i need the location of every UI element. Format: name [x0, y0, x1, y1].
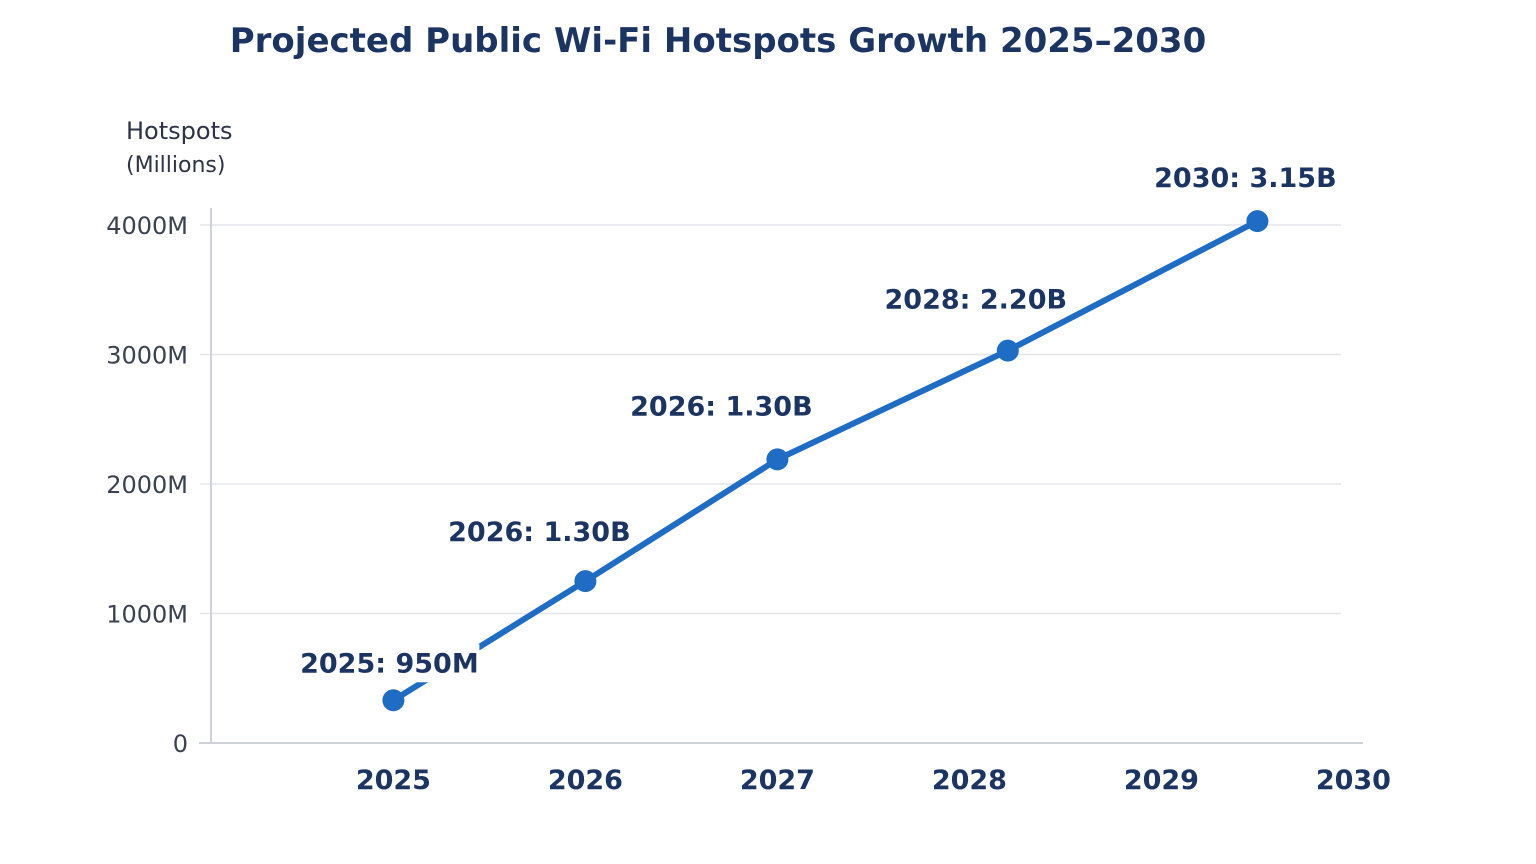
x-tick-label: 2028: [932, 765, 1007, 796]
data-label: 2026: 1.30B: [448, 517, 631, 548]
x-tick-label: 2029: [1124, 765, 1199, 796]
x-tick-label: 2030: [1316, 765, 1391, 796]
data-label: 2028: 2.20B: [885, 285, 1068, 316]
gridlines: [200, 224, 1341, 615]
data-label-background: [303, 644, 480, 683]
x-tick-label: 2027: [740, 765, 815, 796]
y-axis-title-line1: Hotspots: [126, 117, 232, 145]
series-line: [390, 218, 1261, 704]
y-tick-labels: 0 1000M 2000M 3000M 4000M: [106, 212, 188, 758]
y-tick-label: 1000M: [106, 601, 188, 629]
x-tick-label: 2025: [356, 765, 431, 796]
y-tick-label: 2000M: [106, 471, 188, 499]
x-tick-label: 2026: [548, 765, 623, 796]
y-tick-label: 0: [173, 730, 188, 758]
y-axis-title-line2: (Millions): [126, 153, 225, 178]
chart-title: Projected Public Wi-Fi Hotspots Growth 2…: [230, 21, 1206, 61]
data-point: [766, 448, 789, 471]
data-point: [1246, 210, 1269, 233]
data-point: [382, 689, 405, 712]
data-label: 2026: 1.30B: [630, 391, 813, 422]
data-label: 2030: 3.15B: [1154, 163, 1337, 194]
data-labels: 2025: 950M 2026: 1.30B 2026: 1.30B 2028: 2.…: [300, 163, 1337, 683]
data-point: [574, 570, 597, 593]
data-label: 2025: 950M: [300, 648, 479, 679]
axes: [199, 208, 1363, 744]
y-tick-label: 4000M: [106, 212, 188, 240]
data-point: [996, 339, 1019, 362]
series: [382, 210, 1269, 712]
y-tick-label: 3000M: [106, 342, 188, 370]
x-tick-labels: 2025 2026 2027 2028 2029 2030: [356, 765, 1391, 796]
